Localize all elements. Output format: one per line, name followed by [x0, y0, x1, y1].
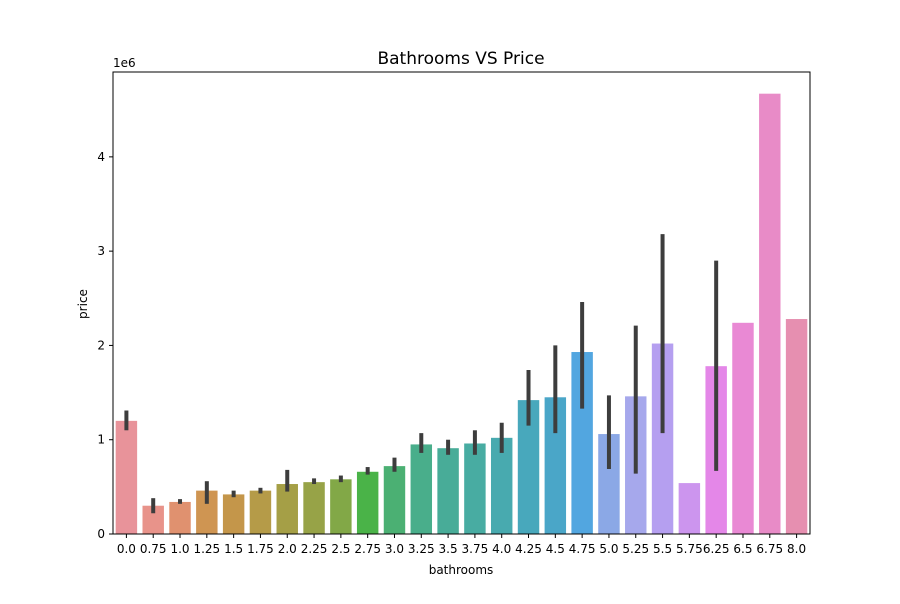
x-tick-label: 2.0 — [278, 542, 297, 556]
y-tick-label: 4 — [97, 150, 105, 164]
bar — [598, 434, 620, 534]
bar — [571, 352, 593, 534]
x-tick-label: 1.0 — [170, 542, 189, 556]
bar — [330, 479, 352, 534]
chart-title: Bathrooms VS Price — [377, 49, 544, 69]
x-tick-label: 1.25 — [193, 542, 220, 556]
y-tick-label: 1 — [97, 433, 105, 447]
y-axis-label: price — [76, 289, 90, 319]
x-tick-label: 6.75 — [756, 542, 783, 556]
y-tick-label: 3 — [97, 244, 105, 258]
bar — [759, 93, 781, 534]
bar — [490, 437, 513, 534]
bar — [544, 397, 567, 534]
bar — [142, 505, 164, 534]
bar — [732, 322, 754, 534]
x-tick-label: 2.75 — [354, 542, 381, 556]
x-tick-label: 4.25 — [515, 542, 542, 556]
x-ticks-group: 0.0 0.75 1.0 1.25 1.5 1.75 2.0 2.25 2.5 2.75 3.0 3.… — [117, 534, 806, 556]
x-tick-label: 3.5 — [439, 542, 458, 556]
bars-group — [115, 93, 808, 534]
y-offset-label: 1e6 — [113, 56, 136, 70]
x-tick-label: 5.5 — [653, 542, 672, 556]
x-tick-label: 0.75 — [140, 542, 167, 556]
bar — [196, 490, 218, 534]
x-tick-label: 3.75 — [462, 542, 489, 556]
x-tick-label: 4.5 — [546, 542, 565, 556]
bar — [276, 484, 298, 534]
bar — [651, 343, 674, 534]
y-tick-label: 2 — [97, 338, 105, 352]
bar — [169, 501, 191, 534]
plot-frame — [112, 71, 811, 535]
bar — [678, 483, 701, 534]
bar — [383, 466, 406, 534]
x-tick-label: 8.0 — [787, 542, 806, 556]
bar — [356, 471, 379, 534]
y-ticks-group: 0 1 2 3 4 — [97, 150, 113, 541]
bar — [303, 482, 325, 534]
x-tick-label: 2.5 — [331, 542, 350, 556]
bar — [437, 448, 459, 534]
x-tick-label: 0.0 — [117, 542, 136, 556]
x-tick-label: 5.25 — [622, 542, 649, 556]
x-tick-label: 2.25 — [301, 542, 328, 556]
y-tick-label: 0 — [97, 527, 105, 541]
x-tick-label: 6.25 — [703, 542, 730, 556]
x-tick-label: 5.75 — [676, 542, 703, 556]
bar — [517, 400, 540, 534]
x-tick-label: 6.5 — [733, 542, 752, 556]
x-tick-label: 1.75 — [247, 542, 274, 556]
bar — [464, 443, 486, 534]
bar — [410, 444, 433, 534]
bar — [115, 420, 138, 534]
x-tick-label: 5.0 — [599, 542, 618, 556]
bar — [249, 490, 272, 534]
x-axis-label: bathrooms — [429, 563, 494, 577]
error-bars-group — [124, 234, 719, 514]
x-tick-label: 3.25 — [408, 542, 435, 556]
bar — [222, 494, 245, 534]
x-tick-label: 4.0 — [492, 542, 511, 556]
x-tick-label: 4.75 — [569, 542, 596, 556]
bar — [785, 319, 808, 534]
x-tick-label: 1.5 — [224, 542, 243, 556]
x-tick-label: 3.0 — [385, 542, 404, 556]
